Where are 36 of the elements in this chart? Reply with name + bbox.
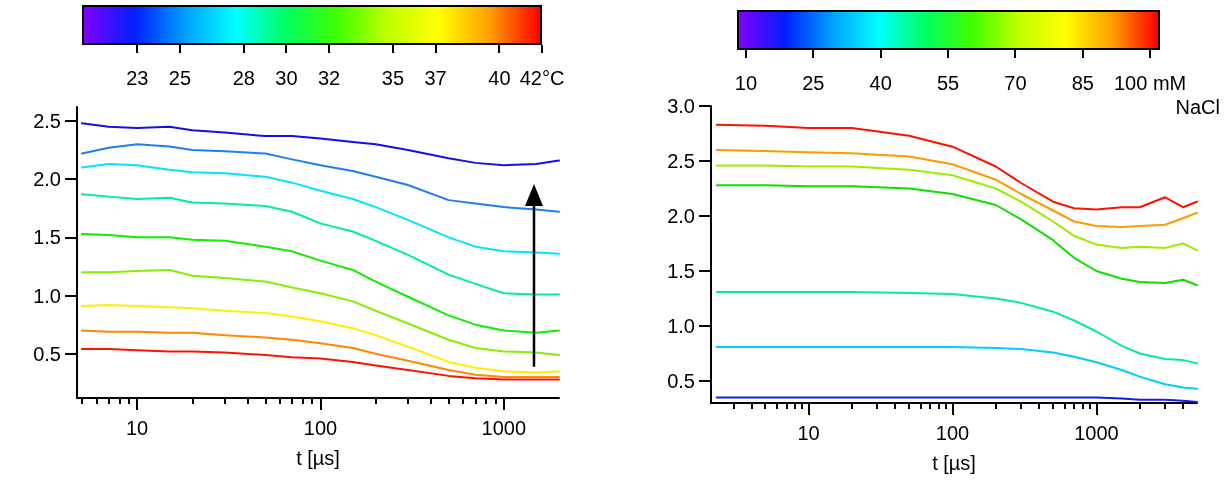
color-bar-label: 35 <box>381 67 405 90</box>
x-tick-label: 100 <box>303 417 338 439</box>
color-bar-label: 30 <box>275 67 298 90</box>
x-axis-title: t [µs] <box>296 447 340 469</box>
y-tick-label: 2.5 <box>33 109 61 132</box>
y-tick-label: 3.0 <box>667 95 695 117</box>
y-tick-label: 1.5 <box>33 226 61 249</box>
color-bar-label: 10 <box>734 72 758 95</box>
x-tick-label: 100 <box>935 422 970 444</box>
y-tick-label: 2.5 <box>667 150 695 172</box>
color-bar-label: 100 mM <box>1113 72 1187 95</box>
color-bar-label: 55 <box>936 72 960 95</box>
color-bar-label: 23 <box>126 67 149 90</box>
color-bar-label: 32 <box>317 67 341 90</box>
color-bar-label: 85 <box>1071 72 1094 95</box>
y-tick-label: 0.5 <box>667 370 695 392</box>
color-bar-label: 40 <box>869 72 892 95</box>
x-tick-label: 10 <box>797 422 820 444</box>
x-axis-title: t [µs] <box>932 452 976 474</box>
y-tick-label: 1.0 <box>33 284 61 307</box>
y-tick-label: 2.0 <box>33 168 61 191</box>
x-tick-label: 10 <box>125 417 149 439</box>
x-tick-label: 1000 <box>1074 422 1119 444</box>
y-tick-label: 1.5 <box>667 260 695 282</box>
y-tick-label: 2.0 <box>667 205 695 227</box>
color-bar-label: 25 <box>802 72 825 95</box>
color-bar-title: NaCl <box>1175 96 1220 119</box>
color-bar-label: 42°C <box>519 67 565 90</box>
color-bar-label: 37 <box>424 67 447 90</box>
y-tick-label: 1.0 <box>667 315 695 337</box>
x-tick-label: 1000 <box>481 417 527 439</box>
color-bar-label: 70 <box>1004 72 1027 95</box>
color-bar-label: 28 <box>232 67 255 90</box>
color-bar-label: 25 <box>168 67 192 90</box>
color-bar-label: 40 <box>488 67 511 90</box>
y-tick-label: 0.5 <box>33 342 61 365</box>
